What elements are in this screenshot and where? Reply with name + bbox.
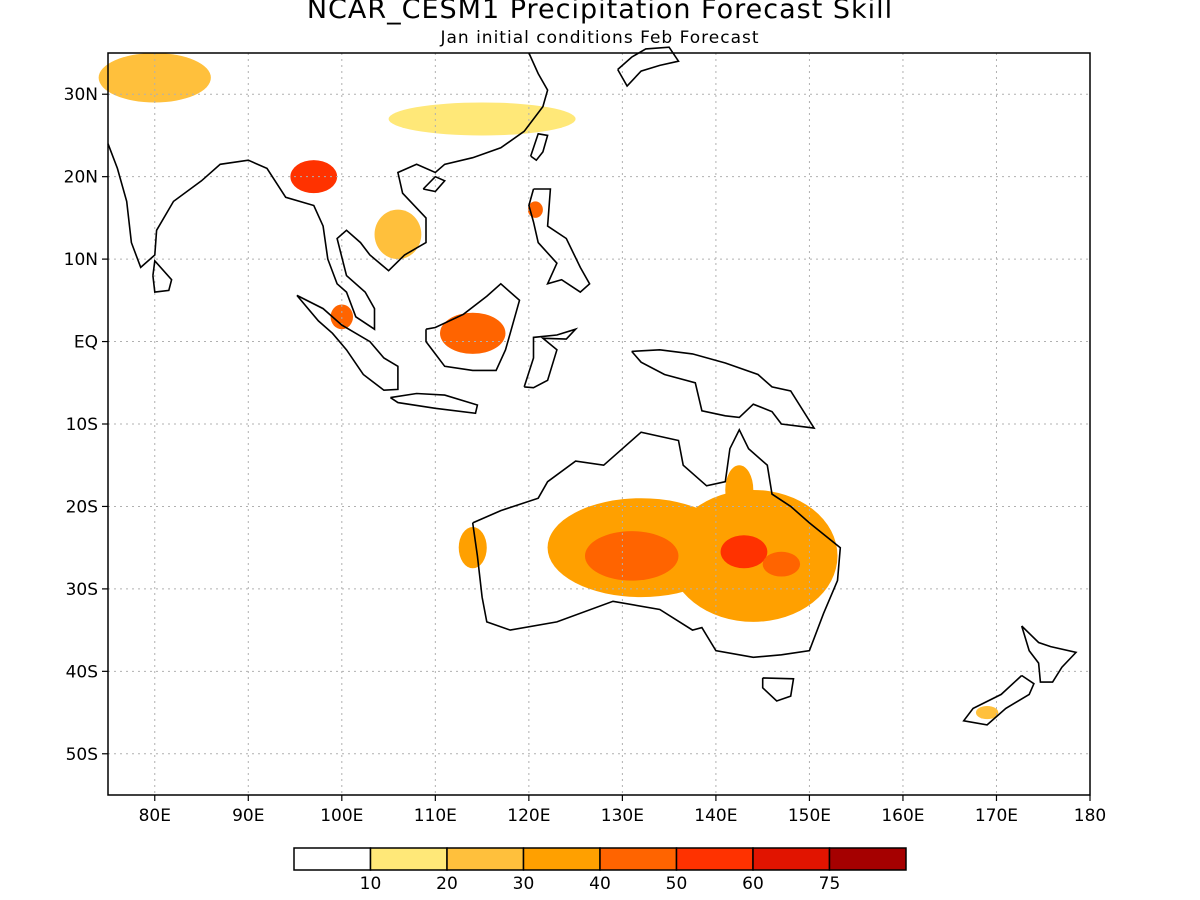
philippines-coast <box>528 188 591 294</box>
coastlines <box>107 46 1078 726</box>
lon-tick-label: 140E <box>694 806 737 826</box>
colorbar-swatch <box>599 847 678 871</box>
lat-tick-label: EQ <box>74 333 98 353</box>
japan-coast <box>617 46 680 88</box>
skill-region <box>584 531 679 581</box>
lon-tick-label: 90E <box>232 806 264 826</box>
colorbar-label: 50 <box>666 874 688 894</box>
colorbar-label: 30 <box>513 874 535 894</box>
skill-region <box>762 551 801 577</box>
colorbar-label: 60 <box>742 874 764 894</box>
skill-region <box>374 209 422 260</box>
colorbar: 10 20 30 40 50 60 75 <box>293 847 907 894</box>
colorbar-swatch <box>522 847 601 871</box>
sulawesi-coast <box>523 327 579 389</box>
skill-region <box>440 312 506 354</box>
chart-title: NCAR_CESM1 Precipitation Forecast Skill <box>306 0 894 25</box>
new-guinea-coast <box>631 348 816 430</box>
skill-region <box>720 535 768 569</box>
colorbar-swatch <box>752 847 831 871</box>
chart-subtitle: Jan initial conditions Feb Forecast <box>440 28 760 48</box>
borneo-coast <box>425 282 521 372</box>
mainland-asia-coast <box>107 52 549 331</box>
lat-tick-label: 50S <box>66 745 98 765</box>
skill-region <box>975 705 999 720</box>
lat-tick-label: 10S <box>66 415 98 435</box>
lon-tick-label: 150E <box>788 806 831 826</box>
sumatra-coast <box>296 294 399 392</box>
skill-region <box>388 102 576 136</box>
skill-fill-layer <box>98 52 999 720</box>
colorbar-swatch <box>369 847 448 871</box>
lon-tick-label: 100E <box>320 806 363 826</box>
skill-region <box>725 465 754 515</box>
grid-lines <box>108 53 1090 795</box>
new-zealand-north-coast <box>1020 625 1078 683</box>
australia-coast <box>471 427 842 659</box>
colorbar-label: 75 <box>819 874 841 894</box>
lon-tick-label: 130E <box>601 806 644 826</box>
java-coast <box>389 392 479 415</box>
skill-region <box>458 527 487 569</box>
lat-tick-label: 40S <box>66 662 98 682</box>
lat-tick-label: 20S <box>66 497 98 517</box>
lat-tick-label: 20N <box>64 168 98 188</box>
sri-lanka-coast <box>152 258 173 293</box>
lon-tick-label: 80E <box>139 806 171 826</box>
colorbar-label: 20 <box>436 874 458 894</box>
colorbar-swatch <box>293 847 372 871</box>
skill-region <box>330 304 354 330</box>
lat-tick-label: 30S <box>66 580 98 600</box>
lon-tick-label: 160E <box>881 806 924 826</box>
axis-ticks: 30N 20N 10N EQ 10S 20S 30S 40S 50S 80E 90E 100E 110E… <box>64 85 1107 826</box>
colorbar-label: 10 <box>360 874 382 894</box>
colorbar-swatch <box>675 847 754 871</box>
lon-tick-label: 170E <box>975 806 1018 826</box>
colorbar-swatch <box>828 847 907 871</box>
lon-tick-label: 110E <box>414 806 457 826</box>
lat-tick-label: 10N <box>64 250 98 270</box>
hainan-coast <box>422 175 447 193</box>
lon-tick-label: 120E <box>507 806 550 826</box>
lon-tick-label: 180 <box>1074 806 1106 826</box>
lat-tick-label: 30N <box>64 85 98 105</box>
taiwan-coast <box>529 132 549 162</box>
new-zealand-south-coast <box>962 674 1035 726</box>
tasmania-coast <box>761 677 795 702</box>
colorbar-label: 40 <box>589 874 611 894</box>
colorbar-swatch <box>446 847 525 871</box>
